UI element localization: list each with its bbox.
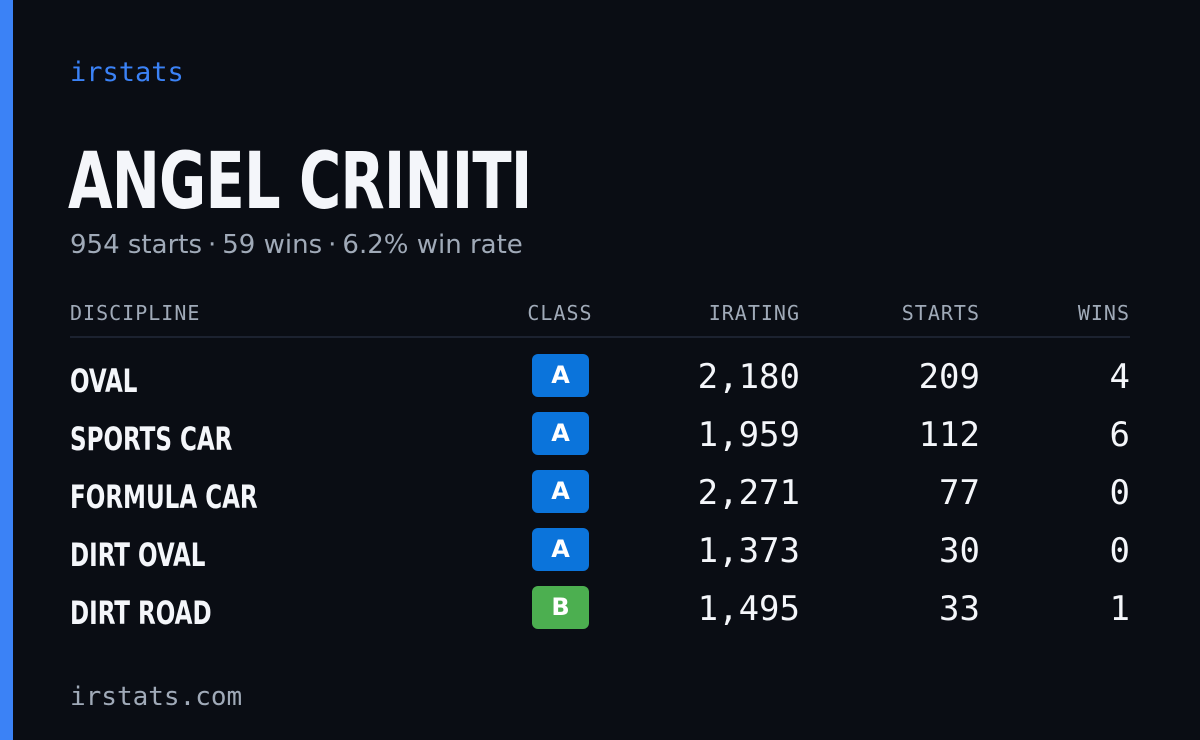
table-row: FORMULA CAR A 2,271 77 0 [70,468,1130,526]
row-irating: 1,373 [697,531,800,571]
table-row: SPORTS CAR A 1,959 112 6 [70,410,1130,468]
discipline-table: DISCIPLINE CLASS IRATING STARTS WINS OVA… [70,296,1130,642]
row-discipline: DIRT ROAD [70,594,212,632]
header-wins: WINS [1077,301,1130,325]
row-irating: 1,959 [697,415,800,455]
driver-summary: 954 starts · 59 wins · 6.2% win rate [70,228,523,262]
row-wins: 0 [1109,531,1130,571]
class-badge: B [532,586,589,629]
summary-separator: · [328,230,337,260]
header-irating: IRATING [708,301,800,325]
header-class: CLASS [527,301,593,325]
class-badge: A [532,528,589,571]
table-row: DIRT OVAL A 1,373 30 0 [70,526,1130,584]
table-body: OVAL A 2,180 209 4 SPORTS CAR A 1,959 11… [70,352,1130,642]
row-irating: 2,271 [697,473,800,513]
accent-bar [0,0,13,740]
driver-name: ANGEL CRINITI [68,137,532,227]
row-irating: 1,495 [697,589,800,629]
summary-starts: 954 starts [70,230,202,260]
table-header: DISCIPLINE CLASS IRATING STARTS WINS [70,296,1130,338]
row-discipline: OVAL [70,362,138,400]
class-badge: A [532,354,589,397]
summary-wins: 59 wins [222,230,323,260]
row-starts: 30 [939,531,980,571]
brand-logo-text: irstats [70,57,184,88]
row-discipline: FORMULA CAR [70,478,258,516]
footer-site-url: irstats.com [70,682,243,712]
class-badge: A [532,412,589,455]
row-wins: 1 [1109,589,1130,629]
row-starts: 77 [939,473,980,513]
row-discipline: SPORTS CAR [70,420,233,458]
header-discipline: DISCIPLINE [70,301,201,325]
row-irating: 2,180 [697,357,800,397]
summary-win-rate: 6.2% win rate [342,230,523,260]
table-row: DIRT ROAD B 1,495 33 1 [70,584,1130,642]
row-starts: 112 [918,415,980,455]
class-badge: A [532,470,589,513]
row-wins: 0 [1109,473,1130,513]
table-row: OVAL A 2,180 209 4 [70,352,1130,410]
row-starts: 209 [918,357,980,397]
summary-separator: · [208,230,217,260]
row-wins: 4 [1109,357,1130,397]
row-wins: 6 [1109,415,1130,455]
header-starts: STARTS [901,301,980,325]
row-starts: 33 [939,589,980,629]
row-discipline: DIRT OVAL [70,536,206,574]
